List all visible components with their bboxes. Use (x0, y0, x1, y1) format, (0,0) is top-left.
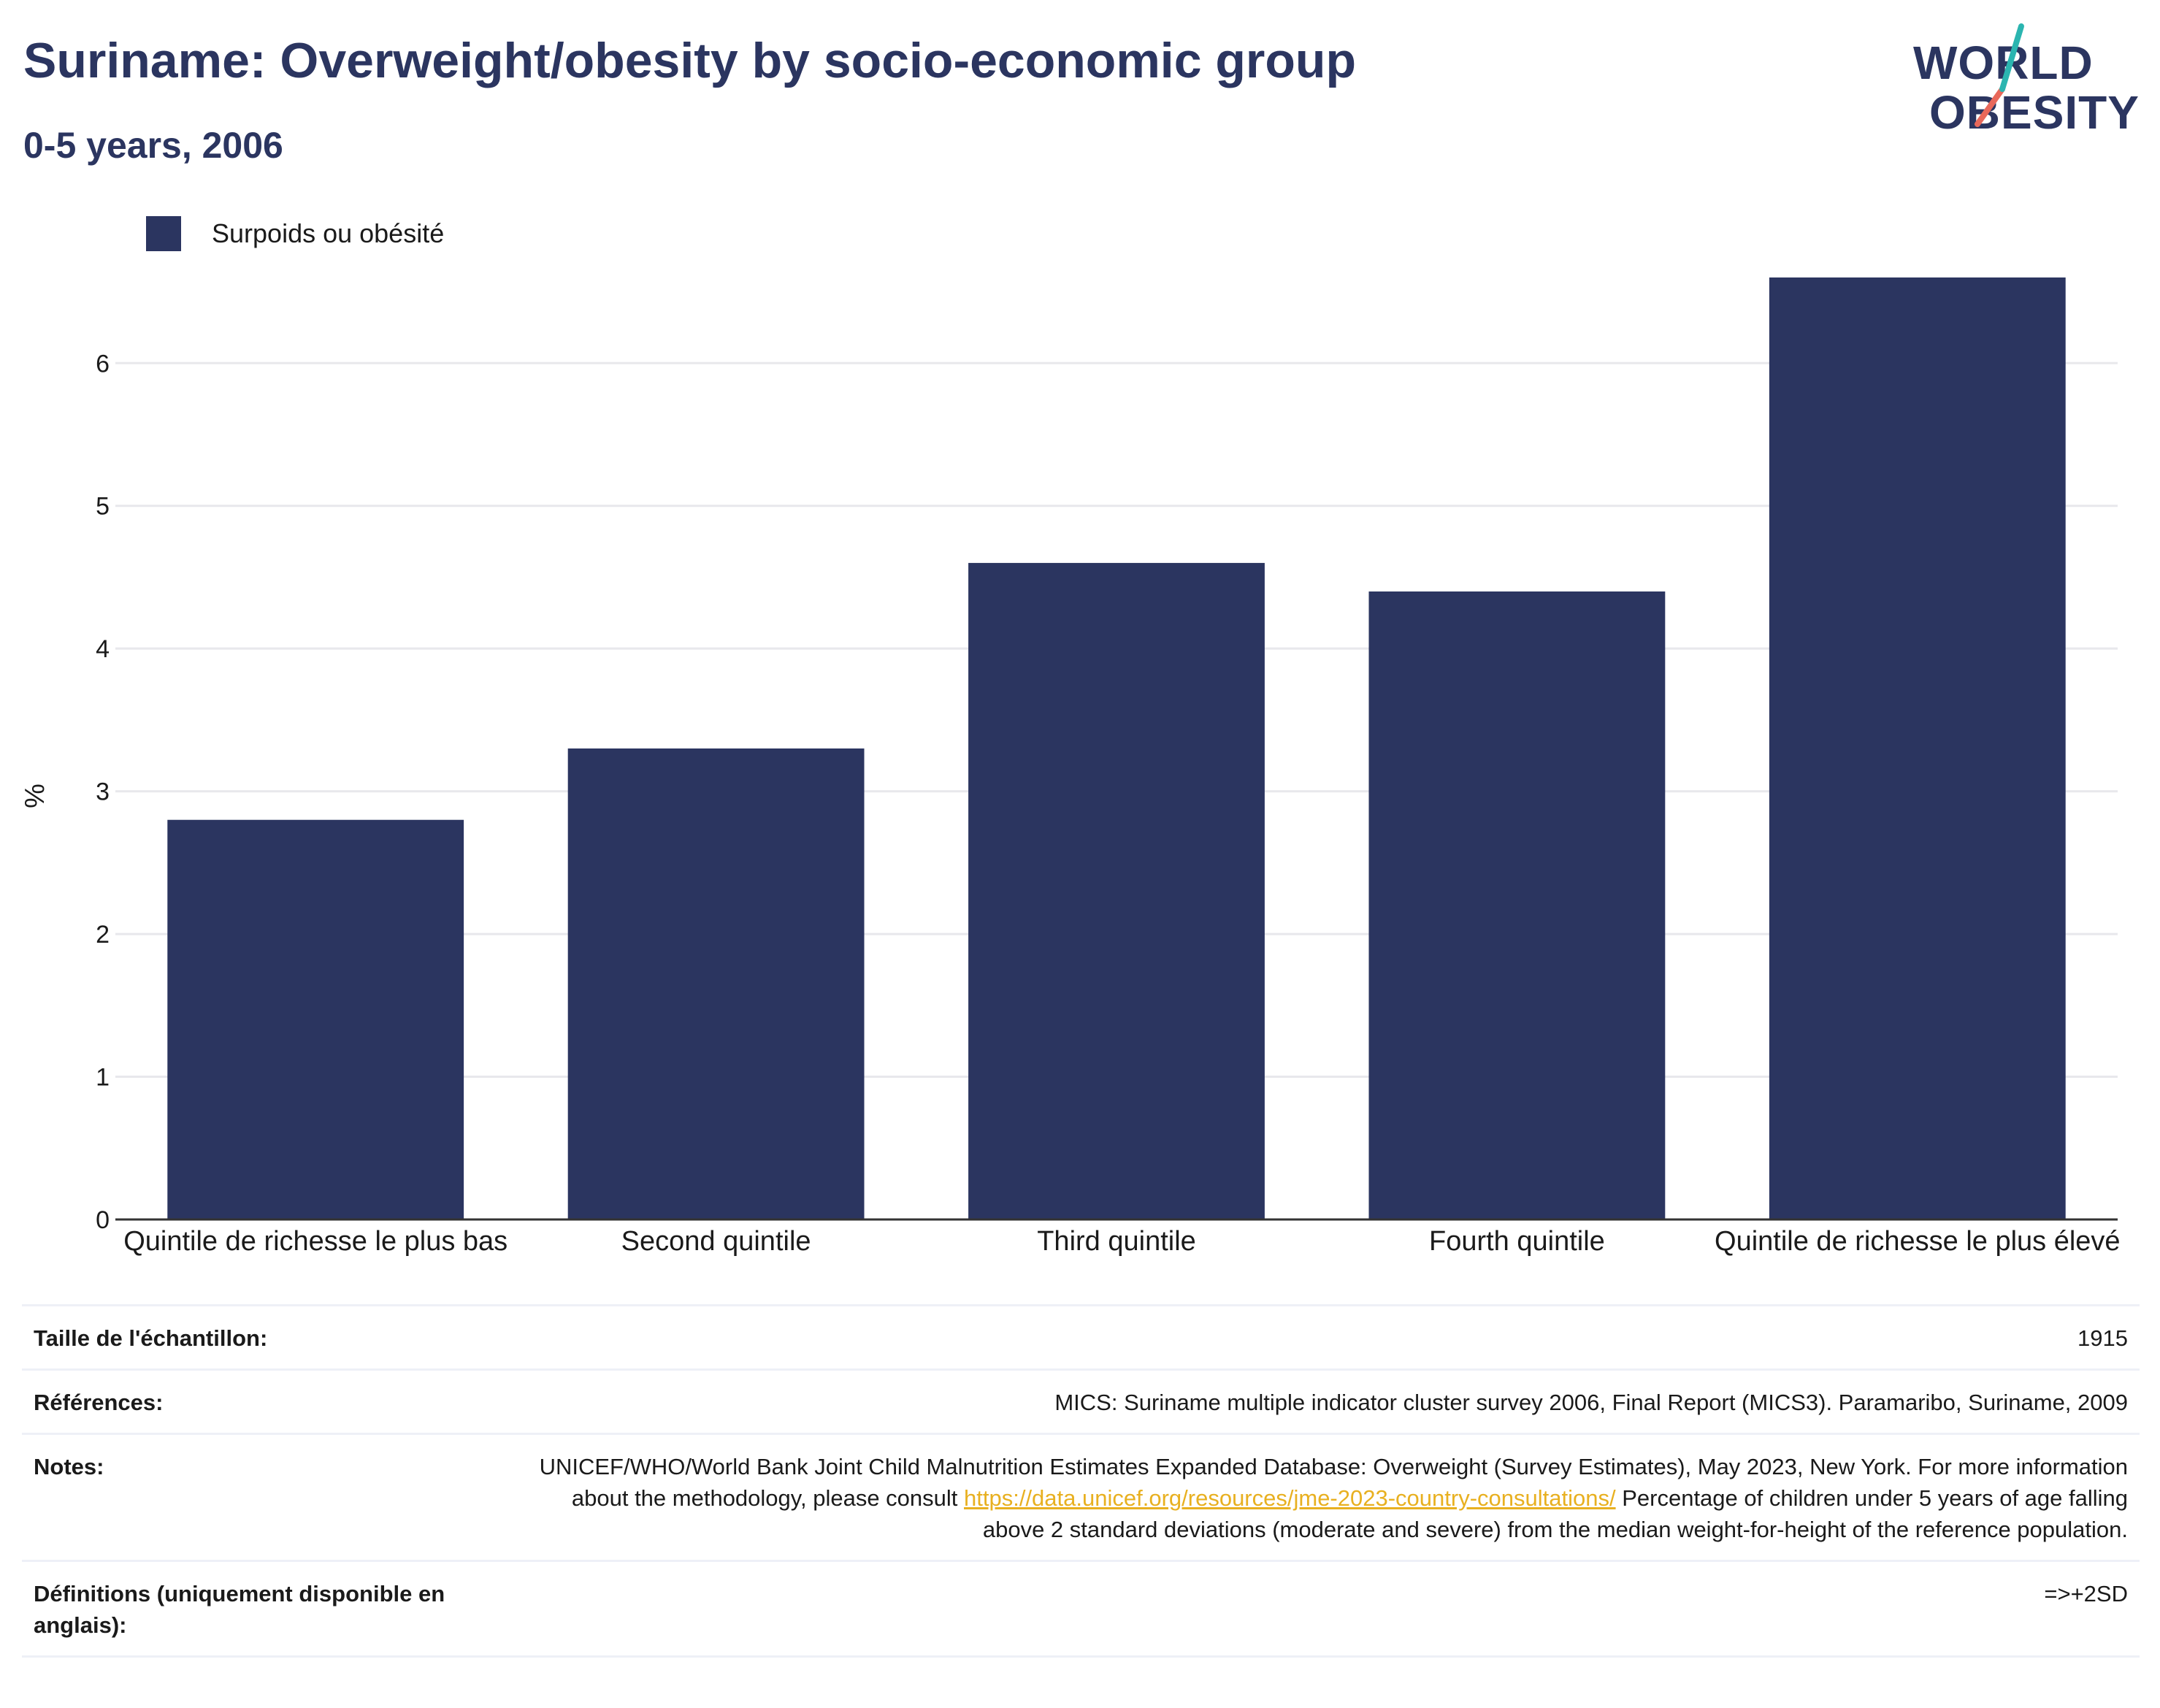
info-value-text: =>+2SD (2044, 1581, 2128, 1606)
info-value: =>+2SD (530, 1578, 2128, 1641)
info-value: 1915 (530, 1322, 2128, 1354)
legend-label: Surpoids ou obésité (212, 218, 445, 248)
x-tick-label: Third quintile (1037, 1226, 1196, 1257)
y-tick-label: 1 (96, 1064, 110, 1092)
info-value-text: 1915 (2077, 1325, 2128, 1351)
logo-line-2: OBESITY (1929, 86, 2140, 139)
chart-title: Suriname: Overweight/obesity by socio-ec… (23, 33, 1357, 88)
methodology-link[interactable]: https://data.unicef.org/resources/jme-20… (964, 1485, 1616, 1511)
info-value-text: UNICEF/WHO/World Bank Joint Child Malnut… (539, 1454, 2128, 1511)
info-value-text: MICS: Suriname multiple indicator cluste… (1054, 1390, 2128, 1415)
bar-chart: 0 1 2 3 4 5 6 Quintile de richesse le plus bas S… (20, 277, 2121, 1257)
info-label: Définitions (uniquement disponible en an… (34, 1581, 445, 1638)
x-tick-label: Fourth quintile (1429, 1226, 1605, 1257)
info-row: Références: MICS: Suriname multiple indic… (22, 1368, 2140, 1433)
info-label: Notes: (34, 1454, 104, 1479)
x-tick-label: Quintile de richesse le plus bas (123, 1226, 508, 1257)
bar (567, 748, 865, 1219)
bar (1769, 277, 2066, 1219)
y-axis-label: % (20, 784, 50, 808)
logo-slash-icon (1975, 23, 2024, 127)
y-tick-label: 3 (96, 778, 110, 806)
y-tick-label: 6 (96, 350, 110, 378)
info-table: Taille de l'échantillon: 1915 Références: M… (22, 1304, 2140, 1658)
info-row: Taille de l'échantillon: 1915 (22, 1304, 2140, 1368)
x-tick-label: Second quintile (621, 1226, 811, 1257)
chart-legend: Surpoids ou obésité (146, 216, 444, 251)
info-row: Définitions (uniquement disponible en an… (22, 1560, 2140, 1658)
world-obesity-logo: WORLD OBESITY (1899, 22, 2147, 153)
legend-swatch (146, 216, 181, 251)
info-row: Notes: UNICEF/WHO/World Bank Joint Child … (22, 1433, 2140, 1560)
y-tick-label: 4 (96, 635, 110, 663)
info-value-text: Percentage of children under 5 years of … (982, 1485, 2128, 1542)
bar (968, 562, 1265, 1219)
info-label: Taille de l'échantillon: (34, 1325, 268, 1351)
info-value: MICS: Suriname multiple indicator cluste… (530, 1387, 2128, 1418)
x-tick-label: Quintile de richesse le plus élevé (1715, 1226, 2121, 1257)
info-value: UNICEF/WHO/World Bank Joint Child Malnut… (530, 1451, 2128, 1545)
chart-subtitle: 0-5 years, 2006 (23, 125, 283, 166)
y-tick-label: 5 (96, 493, 110, 521)
y-tick-label: 2 (96, 921, 110, 949)
info-label: Références: (34, 1390, 164, 1415)
y-tick-label: 0 (96, 1206, 110, 1234)
bar (167, 819, 464, 1219)
bar (1368, 591, 1666, 1219)
